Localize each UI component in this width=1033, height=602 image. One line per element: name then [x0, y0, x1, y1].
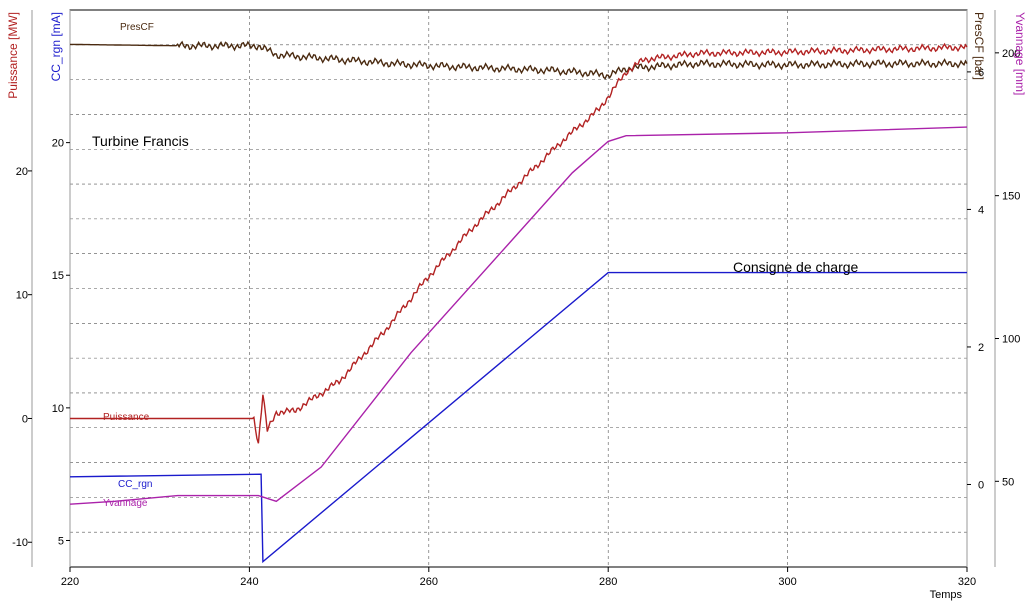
y-tick-label-cc_rgn: 5 [58, 535, 64, 547]
y-tick-label-yvannage: 50 [1002, 476, 1014, 488]
x-tick-label: 260 [420, 576, 438, 588]
y-tick-label-cc_rgn: 20 [52, 138, 64, 150]
series-label-prescf: PresCF [120, 22, 154, 33]
y-tick-label-puissance: 0 [22, 413, 28, 425]
y-axis-title-yvannage: Yvannage [mm] [1013, 12, 1027, 95]
y-tick-label-prescf: 6 [978, 67, 984, 79]
x-tick-label: 320 [958, 576, 976, 588]
x-tick-label: 220 [61, 576, 79, 588]
y-axis-title-prescf: PresCF [bar] [972, 12, 986, 80]
labels: PresCF Puissance CC_rgn Yvannage Turbine Fra… [92, 22, 859, 509]
series-label-puissance: Puissance [103, 412, 150, 423]
y-tick-label-puissance: 20 [16, 166, 28, 178]
annotation-turbine: Turbine Francis [92, 133, 189, 149]
x-tick-label: 280 [599, 576, 617, 588]
x-tick-label: 240 [240, 576, 258, 588]
y-tick-label-prescf: 0 [978, 479, 984, 491]
series-lines [69, 40, 968, 564]
y-tick-label-prescf: 2 [978, 342, 984, 354]
y-tick-label-prescf: 4 [978, 204, 984, 216]
x-tick-label: 300 [778, 576, 796, 588]
series-line-puissance [70, 42, 968, 444]
x-axis-label: Temps [930, 589, 963, 601]
y-tick-label-cc_rgn: 10 [52, 403, 64, 415]
series-label-yvannage: Yvannage [103, 498, 148, 509]
y-tick-label-puissance: 10 [16, 290, 28, 302]
y-axis-title-puissance: Puissance [MW] [6, 12, 20, 99]
series-line-yvannage [69, 126, 968, 505]
y-tick-label-cc_rgn: 15 [52, 270, 64, 282]
grid [69, 9, 968, 568]
axes: 220 240 260 280 300 320Temps-1001020Puissance… [6, 10, 1027, 601]
y-tick-label-yvannage: 200 [1002, 48, 1020, 60]
series-line-cc_rgn [69, 271, 967, 564]
y-tick-label-yvannage: 150 [1002, 191, 1020, 203]
y-axis-title-cc_rgn: CC_rgn [mA] [49, 12, 63, 81]
y-tick-label-puissance: -10 [12, 537, 28, 549]
series-label-cc_rgn: CC_rgn [118, 479, 152, 490]
y-tick-label-yvannage: 100 [1002, 333, 1020, 345]
series-line-prescf [70, 40, 968, 80]
annotation-consigne: Consigne de charge [733, 259, 859, 275]
